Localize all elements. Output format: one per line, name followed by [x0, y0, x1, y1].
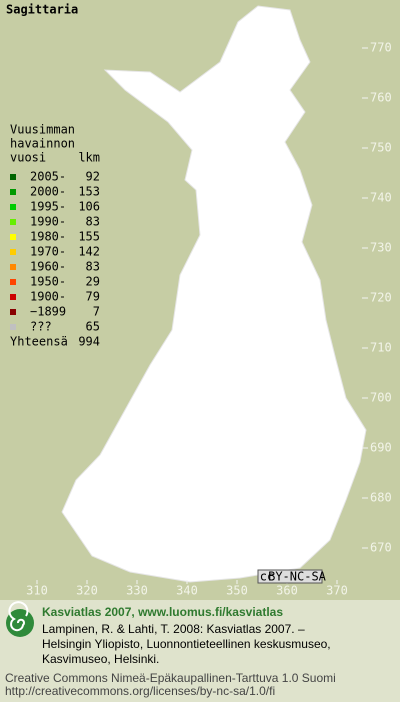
x-tick-label: 370: [326, 584, 348, 598]
x-tick-label: 350: [226, 584, 248, 598]
legend-count: 7: [93, 305, 100, 319]
grid-ticks: 770 760 750 740 730 720 710 700 690 680 670 310 320 3…: [26, 41, 392, 598]
x-tick-label: 330: [126, 584, 148, 598]
legend-count: 83: [86, 260, 100, 274]
license: Creative Commons Nimeä-Epäkaupallinen-Ta…: [5, 671, 336, 698]
y-tick-label: 670: [370, 541, 392, 555]
legend-heading: Vuusimman: [10, 123, 75, 137]
badge-icon: cc: [260, 570, 274, 584]
y-tick-label: 730: [370, 241, 392, 255]
legend-count: 29: [86, 275, 100, 289]
license-badge: cc BY-NC-SA: [257, 569, 327, 584]
legend-label: 1995-: [30, 200, 66, 214]
y-tick-label: 750: [370, 141, 392, 155]
legend-total: 994: [78, 335, 100, 349]
legend-count: 79: [86, 290, 100, 304]
legend-swatch: [10, 279, 16, 285]
legend-label: 1970-: [30, 245, 66, 259]
legend-count: 153: [78, 185, 100, 199]
x-tick-label: 360: [276, 584, 298, 598]
legend-label: 1980-: [30, 230, 66, 244]
y-tick-label: 710: [370, 341, 392, 355]
legend-label: 2005-: [30, 170, 66, 184]
footer-background: [0, 600, 400, 702]
x-tick-label: 340: [176, 584, 198, 598]
legend-count: 142: [78, 245, 100, 259]
legend-swatch: [10, 174, 16, 180]
citation-line: Kasvimuseo, Helsinki.: [42, 652, 159, 666]
footer-brand: Kasviatlas 2007, www.luomus.fi/kasviatla…: [42, 605, 283, 619]
legend-label: 1960-: [30, 260, 66, 274]
license-line: http://creativecommons.org/licenses/by-n…: [5, 684, 275, 698]
legend-swatch: [10, 264, 16, 270]
legend-count-heading: lkm: [78, 151, 100, 165]
legend-swatch: [10, 204, 16, 210]
legend-label: 1950-: [30, 275, 66, 289]
y-tick-label: 760: [370, 91, 392, 105]
badge-text: BY-NC-SA: [268, 570, 327, 584]
logo-spiral: [8, 601, 29, 632]
y-tick-label: 770: [370, 41, 392, 55]
legend-count: 106: [78, 200, 100, 214]
logo: [6, 601, 34, 637]
y-tick-label: 700: [370, 391, 392, 405]
legend-swatch: [10, 234, 16, 240]
y-tick-label: 680: [370, 491, 392, 505]
legend-swatch: [10, 309, 16, 315]
y-tick-label: 690: [370, 441, 392, 455]
citation-line: Lampinen, R. & Lahti, T. 2008: Kasviatla…: [42, 622, 305, 636]
legend-count: 65: [86, 320, 100, 334]
legend-label: −1899: [30, 305, 66, 319]
y-tick-label: 720: [370, 291, 392, 305]
license-line: Creative Commons Nimeä-Epäkaupallinen-Ta…: [5, 671, 336, 685]
legend-heading: vuosi: [10, 151, 46, 165]
y-tick-label: 740: [370, 191, 392, 205]
legend-swatch: [10, 324, 16, 330]
legend-swatch: [10, 249, 16, 255]
legend-count: 83: [86, 215, 100, 229]
legend-total-label: Yhteensä: [10, 335, 68, 349]
legend-swatch: [10, 189, 16, 195]
legend-count: 92: [86, 170, 100, 184]
badge-box: [257, 569, 323, 584]
legend-label: ???: [30, 320, 52, 334]
citation-line: Helsingin Yliopisto, Luonnontieteellinen…: [42, 637, 331, 651]
legend-label: 2000-: [30, 185, 66, 199]
x-tick-label: 320: [76, 584, 98, 598]
map-title: Sagittaria: [6, 3, 78, 17]
legend-swatch: [10, 219, 16, 225]
legend-label: 1990-: [30, 215, 66, 229]
citation: Lampinen, R. & Lahti, T. 2008: Kasviatla…: [42, 622, 331, 666]
legend-count: 155: [78, 230, 100, 244]
legend-heading: havainnon: [10, 137, 75, 151]
legend-label: 1900-: [30, 290, 66, 304]
x-tick-label: 310: [26, 584, 48, 598]
legend-swatch: [10, 294, 16, 300]
